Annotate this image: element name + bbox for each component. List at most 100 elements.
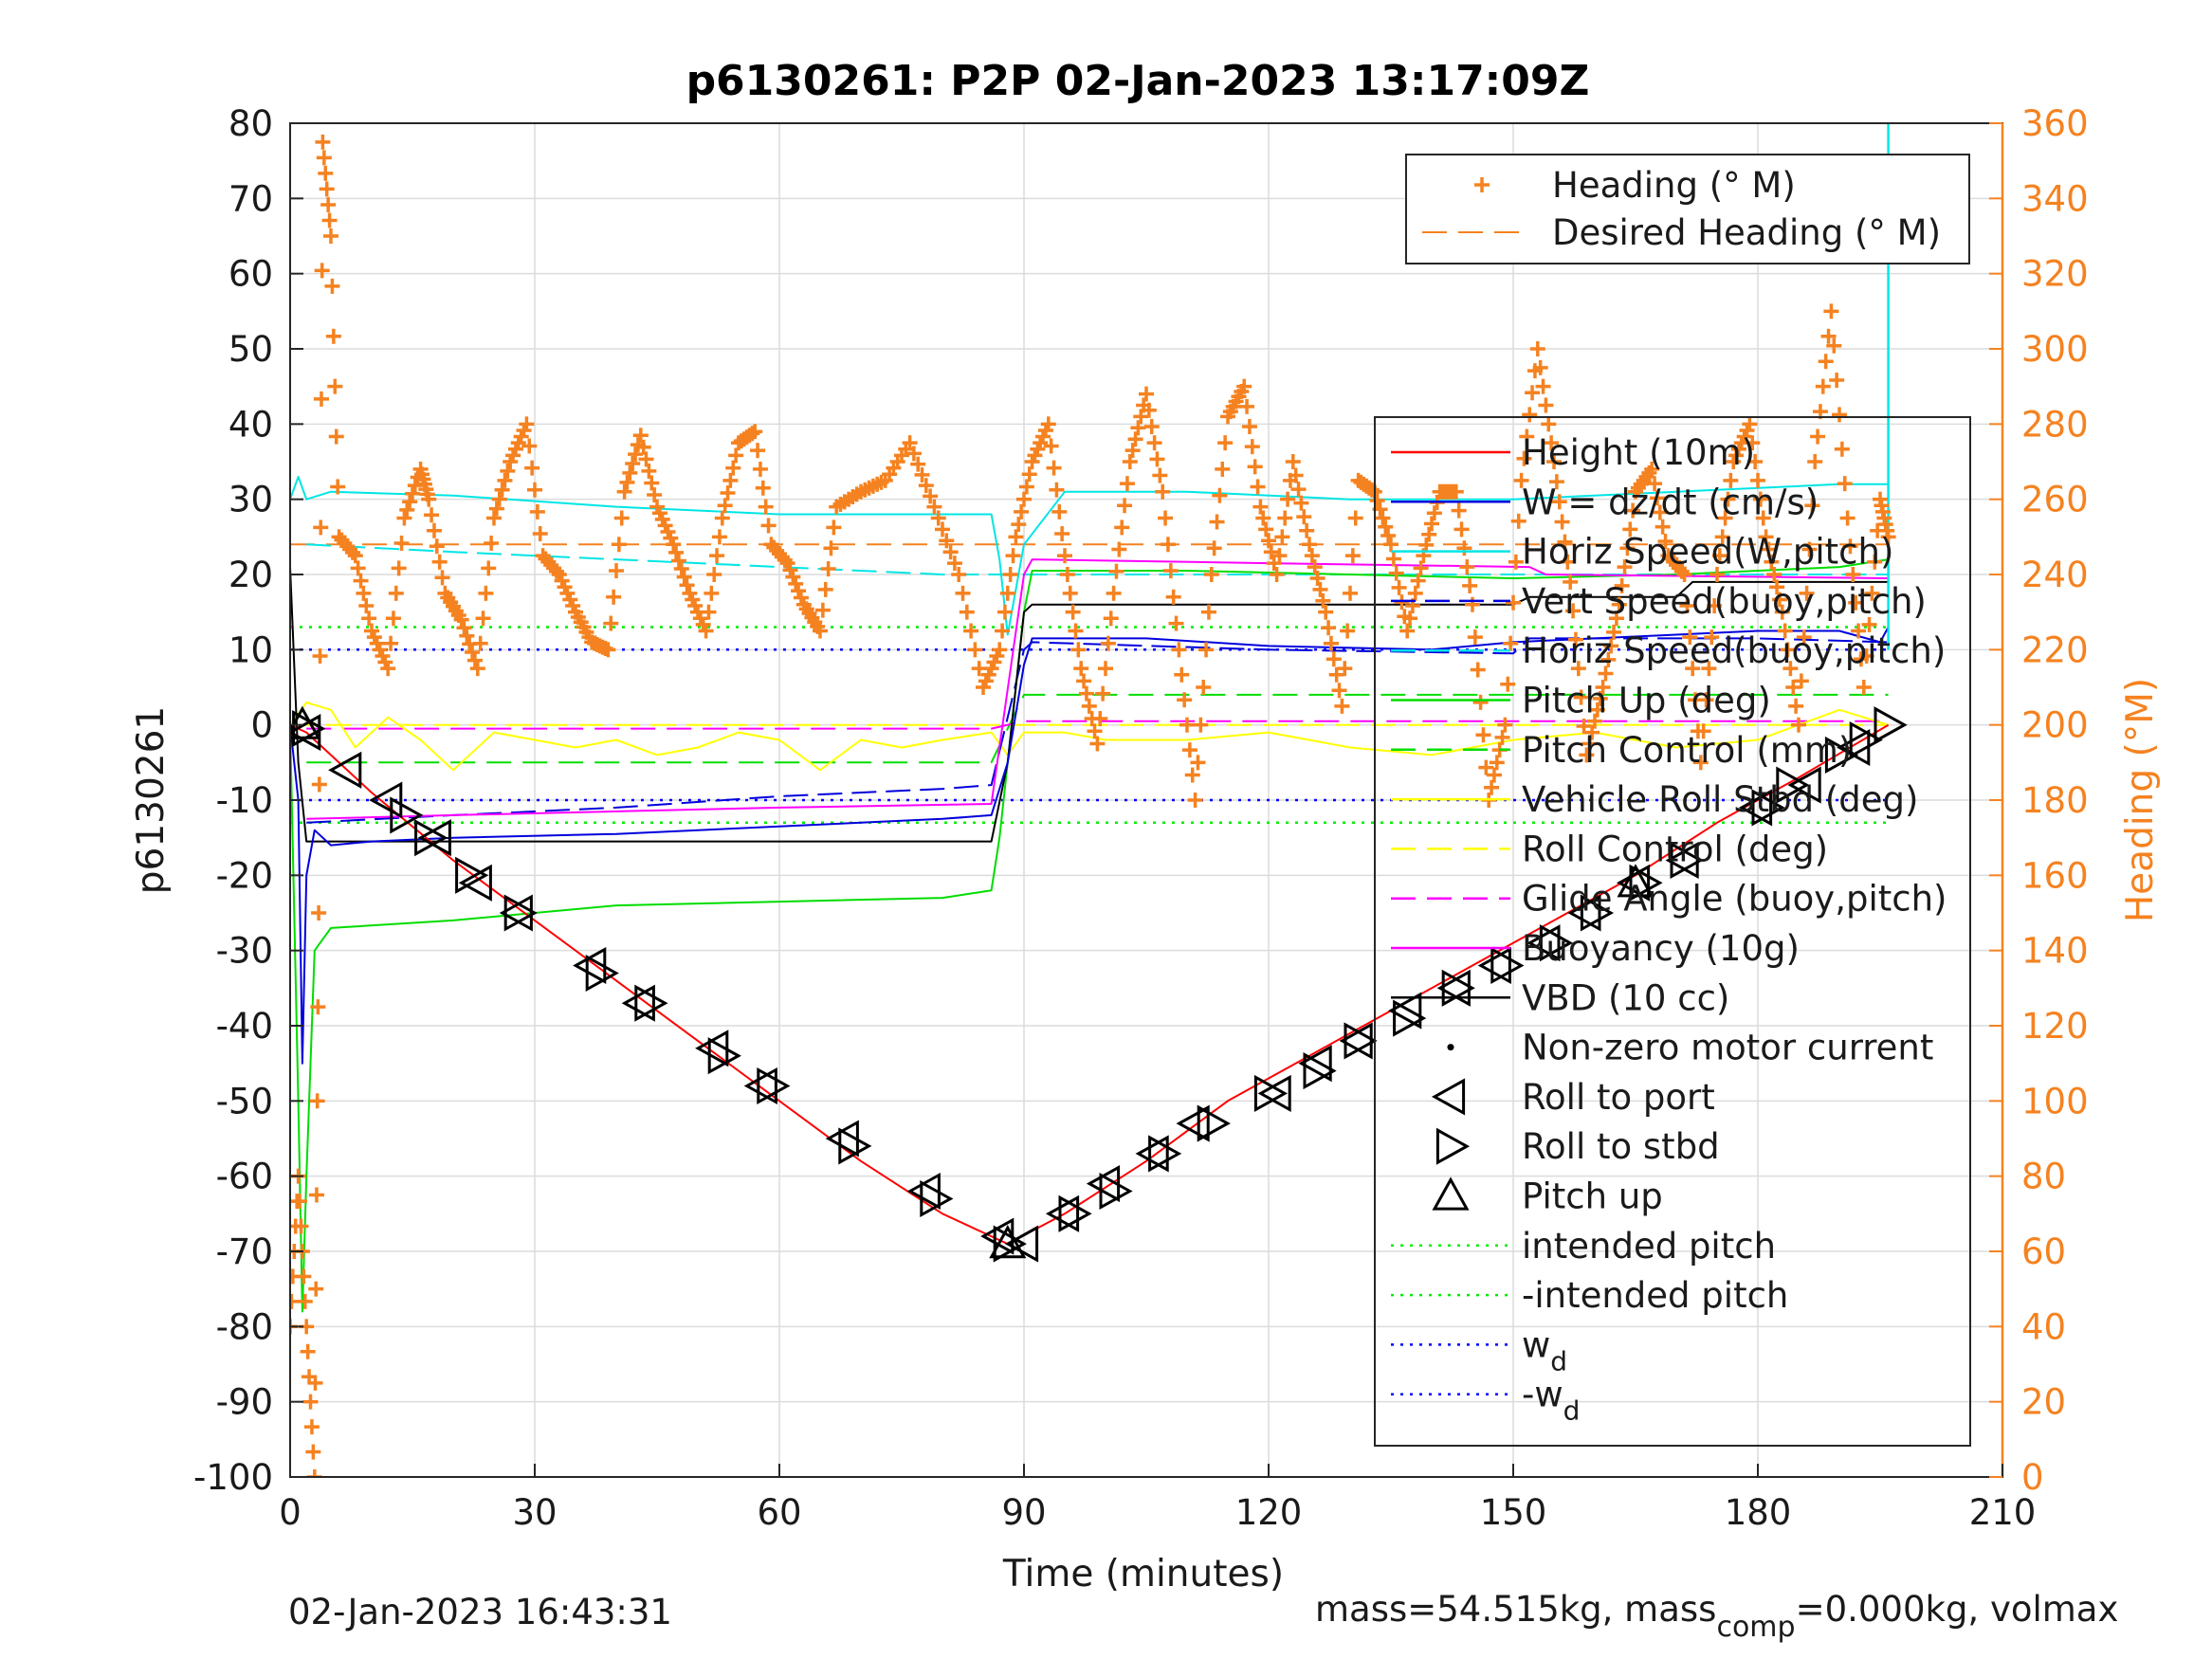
- heading-point: [1510, 513, 1526, 529]
- heading-point: [1078, 685, 1094, 702]
- roll-left-marker: [743, 1066, 777, 1105]
- x-tick-label: 180: [1725, 1492, 1792, 1533]
- y-tick-label-right: 320: [2021, 254, 2089, 295]
- footer-mass-a: mass=54.515kg, mass: [1315, 1589, 1716, 1630]
- heading-point: [1780, 642, 1796, 658]
- heading-point: [361, 611, 377, 627]
- heading-point: [967, 642, 983, 658]
- y-tick-label-left: 60: [229, 254, 273, 295]
- roll-left-marker: [1339, 1022, 1373, 1060]
- heading-point: [1375, 510, 1391, 526]
- heading-point: [1160, 537, 1176, 553]
- x-tick-label: 90: [1001, 1492, 1046, 1533]
- heading-point: [308, 1281, 324, 1297]
- heading-point: [292, 1194, 308, 1210]
- heading-point: [1179, 717, 1195, 733]
- y-tick-label-left: -90: [216, 1382, 273, 1423]
- heading-point: [1486, 767, 1502, 783]
- heading-point: [1127, 431, 1143, 447]
- roll-left-marker: [1045, 1194, 1080, 1232]
- roll-right-marker: [1344, 1022, 1378, 1060]
- y-axis-label-left: p6130261: [130, 706, 173, 894]
- heading-point: [1554, 514, 1570, 530]
- heading-point: [644, 475, 660, 491]
- y-tick-label-right: 20: [2021, 1382, 2066, 1423]
- heading-point: [1046, 460, 1062, 476]
- heading-point: [1462, 577, 1478, 593]
- heading-point: [1100, 635, 1116, 651]
- heading-point: [1752, 491, 1768, 507]
- heading-point: [1285, 454, 1301, 469]
- heading-point: [647, 487, 663, 503]
- heading-point: [1774, 604, 1790, 620]
- heading-point: [728, 447, 744, 464]
- heading-point: [1484, 779, 1500, 795]
- heading-point: [1673, 563, 1690, 579]
- heading-point: [391, 560, 407, 576]
- x-tick-label: 150: [1480, 1492, 1547, 1533]
- roll-up-marker: [1432, 1176, 1470, 1211]
- heading-point: [959, 604, 975, 620]
- heading-point: [939, 533, 955, 549]
- heading-point: [1062, 585, 1078, 601]
- legend-label: Roll to port: [1522, 1077, 1715, 1118]
- heading-point: [619, 474, 635, 490]
- roll-right-marker: [1253, 1074, 1289, 1112]
- heading-point: [1535, 378, 1551, 394]
- series-vbd-10-cc: [290, 567, 1889, 843]
- heading-point: [1252, 499, 1269, 515]
- y-tick-label-left: 30: [229, 480, 273, 520]
- heading-point: [926, 499, 942, 515]
- heading-point: [676, 569, 692, 585]
- heading-point: [421, 491, 437, 507]
- series-w-dz-dt-cm-s: [290, 627, 1890, 1065]
- heading-point: [1799, 585, 1815, 601]
- heading-point: [1334, 698, 1350, 714]
- heading-point: [1788, 698, 1804, 714]
- heading-point: [1331, 683, 1347, 699]
- legend-heading-label: Heading (° M): [1552, 165, 1796, 206]
- roll-right-marker: [1148, 1135, 1182, 1173]
- heading-point: [1589, 702, 1605, 718]
- heading-point: [1388, 565, 1404, 581]
- heading-point: [1880, 529, 1896, 545]
- heading-point: [330, 479, 346, 495]
- heading-point: [616, 483, 632, 500]
- heading-point: [318, 165, 334, 181]
- heading-point: [609, 563, 624, 579]
- heading-point: [1563, 574, 1579, 590]
- heading-point: [1407, 585, 1423, 601]
- roll-right-marker: [838, 1127, 872, 1165]
- heading-point: [1016, 491, 1032, 507]
- heading-point: [481, 560, 497, 576]
- heading-point: [1426, 505, 1442, 521]
- heading-point: [1711, 548, 1728, 564]
- heading-point: [706, 567, 722, 582]
- roll-left-marker: [1665, 841, 1699, 880]
- y-tick-label-right: 280: [2021, 404, 2089, 445]
- roll-right-marker: [1849, 720, 1883, 759]
- heading-point: [942, 544, 959, 560]
- heading-point: [320, 196, 337, 212]
- marker-layer: [290, 134, 1908, 1477]
- heading-point: [632, 428, 649, 444]
- heading-point: [1296, 509, 1312, 525]
- heading-point: [347, 548, 363, 564]
- heading-point: [344, 544, 360, 560]
- series-glide-angle-buoy-pitch: [306, 720, 1889, 730]
- heading-point: [1500, 676, 1516, 692]
- heading-point: [1073, 661, 1089, 677]
- roll-left-marker: [1388, 992, 1422, 1030]
- roll-right-marker: [1441, 969, 1475, 1007]
- heading-point: [306, 1469, 322, 1477]
- heading-point: [1478, 759, 1494, 775]
- heading-point: [788, 575, 804, 592]
- legend-label: Non-zero motor current: [1522, 1028, 1933, 1068]
- heading-point: [955, 585, 971, 601]
- heading-point: [1707, 598, 1723, 614]
- roll-right-marker: [503, 894, 538, 932]
- heading-point: [1130, 420, 1146, 436]
- heading-point: [785, 569, 801, 585]
- roll-right-marker: [1580, 894, 1615, 932]
